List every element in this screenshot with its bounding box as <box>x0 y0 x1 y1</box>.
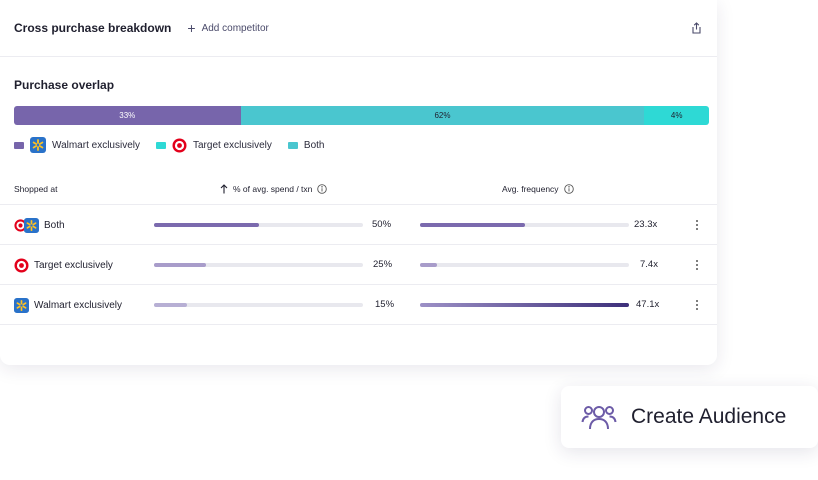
frequency-bar <box>420 223 629 227</box>
spend-value: 25% <box>373 259 393 270</box>
add-competitor-label: Add competitor <box>201 22 269 34</box>
card-header: Cross purchase breakdown + Add competito… <box>0 0 717 57</box>
spend-bar <box>154 263 363 267</box>
spend-bar <box>154 303 363 307</box>
create-audience-button[interactable]: Create Audience <box>561 386 818 448</box>
target-walmart-logos <box>14 218 39 233</box>
spend-value: 50% <box>372 219 392 230</box>
card-title: Cross purchase breakdown <box>14 21 172 35</box>
frequency-value: 47.1x <box>636 299 660 310</box>
legend-swatch-target <box>155 141 166 149</box>
overlap-segment-target: 62% <box>240 106 645 125</box>
frequency-bar-fill <box>420 223 525 227</box>
column-spend[interactable]: % of avg. spend / txn <box>220 184 328 194</box>
walmart-logo-icon <box>24 218 39 233</box>
legend-label-walmart: Walmart exclusively <box>52 139 140 151</box>
row-label-text: Walmart exclusively <box>34 300 122 311</box>
legend-swatch-both <box>287 141 298 149</box>
walmart-logo-icon <box>14 298 29 313</box>
spend-value: 15% <box>375 299 395 310</box>
add-competitor-button[interactable]: + Add competitor <box>187 21 268 35</box>
sort-arrow-up-icon <box>220 184 228 194</box>
legend-item-walmart: Walmart exclusively <box>14 137 140 153</box>
purchase-overlap-title: Purchase overlap <box>14 78 115 92</box>
create-audience-label: Create Audience <box>631 405 787 428</box>
audience-group-icon <box>581 402 617 432</box>
table-row[interactable]: Walmart exclusively 15% 47.1x <box>0 285 717 325</box>
spend-bar <box>154 223 363 227</box>
legend-item-target: Target exclusively <box>155 138 272 153</box>
column-spend-label: % of avg. spend / txn <box>233 184 313 194</box>
legend-label-both: Both <box>303 139 325 151</box>
spend-bar-fill <box>154 263 207 267</box>
target-logo-icon <box>14 219 27 232</box>
column-shopped-at: Shopped at <box>14 184 58 194</box>
spend-bar-fill <box>154 303 188 307</box>
purchase-overlap-bar: 33% 62% 4% <box>14 106 709 125</box>
overlap-legend: Walmart exclusively Target exclusively B… <box>14 137 340 153</box>
frequency-bar <box>420 303 629 307</box>
frequency-bar <box>420 263 629 267</box>
row-label-text: Both <box>44 220 65 231</box>
frequency-value: 23.3x <box>634 219 658 230</box>
more-options-icon[interactable] <box>692 217 702 233</box>
more-options-icon[interactable] <box>692 297 702 313</box>
table-row[interactable]: Target exclusively 25% 7.4x <box>0 245 717 285</box>
legend-swatch-walmart <box>14 141 24 149</box>
share-icon[interactable] <box>689 21 703 35</box>
frequency-value: 7.4x <box>640 259 658 270</box>
overlap-segment-walmart: 33% <box>14 106 241 125</box>
table-row[interactable]: Both 50% 23.3x <box>0 205 717 245</box>
frequency-bar-fill <box>420 303 629 307</box>
table-header: Shopped at % of avg. spend / txn Avg. fr… <box>0 180 717 205</box>
row-label-text: Target exclusively <box>34 260 113 271</box>
frequency-bar-fill <box>420 263 437 267</box>
row-label: Target exclusively <box>14 258 113 273</box>
column-frequency[interactable]: Avg. frequency <box>502 184 574 194</box>
info-icon[interactable] <box>317 184 328 194</box>
row-label: Both <box>14 218 65 233</box>
legend-label-target: Target exclusively <box>192 139 272 151</box>
column-frequency-label: Avg. frequency <box>502 184 559 194</box>
legend-item-both: Both <box>287 139 325 151</box>
overlap-segment-both: 4% <box>644 106 709 125</box>
spend-bar-fill <box>154 223 259 227</box>
target-logo-icon <box>172 138 187 153</box>
row-label: Walmart exclusively <box>14 298 122 313</box>
walmart-logo-icon <box>30 137 46 153</box>
more-options-icon[interactable] <box>692 257 702 273</box>
plus-icon: + <box>187 20 196 36</box>
cross-purchase-card: Cross purchase breakdown + Add competito… <box>0 0 717 325</box>
info-icon[interactable] <box>563 184 574 194</box>
target-logo-icon <box>14 258 29 273</box>
